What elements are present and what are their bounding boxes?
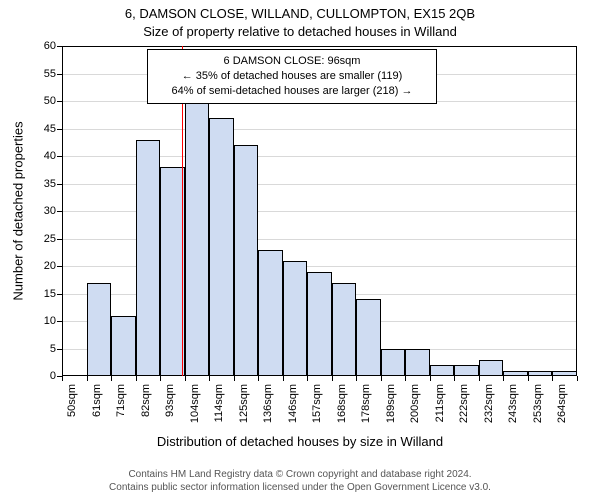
histogram-bar — [454, 365, 479, 376]
histogram-bar — [234, 145, 259, 376]
x-tick-label: 211sqm — [434, 384, 446, 422]
x-tick-mark — [381, 376, 382, 381]
x-tick-label: 157sqm — [311, 384, 323, 423]
y-tick-mark — [57, 266, 62, 267]
x-tick-mark — [528, 376, 529, 381]
y-tick-mark — [57, 184, 62, 185]
x-axis-label: Distribution of detached houses by size … — [0, 434, 600, 449]
grid-line — [62, 129, 577, 130]
y-tick-mark — [57, 349, 62, 350]
y-tick-mark — [57, 74, 62, 75]
y-tick-mark — [57, 239, 62, 240]
histogram-bar — [258, 250, 283, 377]
annotation-line-2: ← 35% of detached houses are smaller (11… — [156, 69, 428, 84]
x-tick-label: 50sqm — [66, 384, 78, 417]
y-tick-mark — [57, 101, 62, 102]
x-tick-mark — [405, 376, 406, 381]
y-tick-mark — [57, 156, 62, 157]
x-tick-label: 146sqm — [287, 384, 299, 423]
histogram-bar — [381, 349, 406, 377]
x-tick-mark — [185, 376, 186, 381]
x-tick-mark — [111, 376, 112, 381]
footer-line2: Contains public sector information licen… — [0, 481, 600, 494]
y-tick-mark — [57, 294, 62, 295]
histogram-bar — [283, 261, 308, 377]
histogram-bar — [430, 365, 455, 376]
y-tick-mark — [57, 211, 62, 212]
x-tick-label: 136sqm — [262, 384, 274, 423]
x-tick-label: 104sqm — [189, 384, 201, 423]
x-tick-label: 93sqm — [164, 384, 176, 417]
x-tick-mark — [62, 376, 63, 381]
annotation-line-3: 64% of semi-detached houses are larger (… — [156, 84, 428, 99]
histogram-bar — [160, 167, 185, 376]
x-tick-mark — [430, 376, 431, 381]
x-tick-label: 71sqm — [115, 384, 127, 417]
footer-line1: Contains HM Land Registry data © Crown c… — [0, 468, 600, 481]
x-tick-label: 264sqm — [556, 384, 568, 423]
histogram-bar — [136, 140, 161, 377]
x-tick-mark — [258, 376, 259, 381]
x-tick-label: 243sqm — [507, 384, 519, 423]
x-tick-mark — [234, 376, 235, 381]
x-tick-mark — [356, 376, 357, 381]
x-tick-label: 61sqm — [91, 384, 103, 417]
x-tick-label: 114sqm — [213, 384, 225, 422]
footer-attribution: Contains HM Land Registry data © Crown c… — [0, 468, 600, 494]
histogram-bar — [209, 118, 234, 377]
x-tick-label: 253sqm — [532, 384, 544, 423]
x-tick-mark — [577, 376, 578, 381]
histogram-bar — [405, 349, 430, 377]
x-tick-mark — [160, 376, 161, 381]
x-tick-mark — [479, 376, 480, 381]
histogram-bar — [503, 371, 528, 377]
histogram-bar — [552, 371, 577, 377]
x-tick-label: 168sqm — [336, 384, 348, 423]
x-tick-mark — [87, 376, 88, 381]
y-axis-label: Number of detached properties — [11, 121, 26, 300]
y-tick-mark — [57, 321, 62, 322]
annotation-line-1: 6 DAMSON CLOSE: 96sqm — [156, 54, 428, 69]
chart-title-address: 6, DAMSON CLOSE, WILLAND, CULLOMPTON, EX… — [0, 6, 600, 21]
x-tick-label: 189sqm — [385, 384, 397, 423]
annotation-box: 6 DAMSON CLOSE: 96sqm← 35% of detached h… — [147, 49, 437, 104]
histogram-bar — [185, 101, 210, 376]
x-tick-label: 222sqm — [458, 384, 470, 423]
x-tick-label: 178sqm — [360, 384, 372, 423]
histogram-bar — [87, 283, 112, 377]
x-tick-label: 125sqm — [238, 384, 250, 423]
chart-subtitle: Size of property relative to detached ho… — [0, 24, 600, 39]
x-tick-mark — [552, 376, 553, 381]
x-tick-label: 232sqm — [483, 384, 495, 423]
x-tick-mark — [136, 376, 137, 381]
x-tick-mark — [454, 376, 455, 381]
y-tick-mark — [57, 46, 62, 47]
x-tick-label: 82sqm — [140, 384, 152, 417]
x-tick-mark — [283, 376, 284, 381]
plot-area: 05101520253035404550556050sqm61sqm71sqm8… — [62, 46, 577, 376]
histogram-bar — [307, 272, 332, 377]
histogram-bar — [528, 371, 553, 377]
histogram-bar — [332, 283, 357, 377]
histogram-bar — [479, 360, 504, 377]
x-tick-mark — [307, 376, 308, 381]
chart-container: 6, DAMSON CLOSE, WILLAND, CULLOMPTON, EX… — [0, 0, 600, 500]
y-tick-mark — [57, 129, 62, 130]
x-tick-mark — [332, 376, 333, 381]
x-tick-mark — [503, 376, 504, 381]
histogram-bar — [111, 316, 136, 377]
histogram-bar — [356, 299, 381, 376]
x-tick-label: 200sqm — [409, 384, 421, 423]
x-tick-mark — [209, 376, 210, 381]
